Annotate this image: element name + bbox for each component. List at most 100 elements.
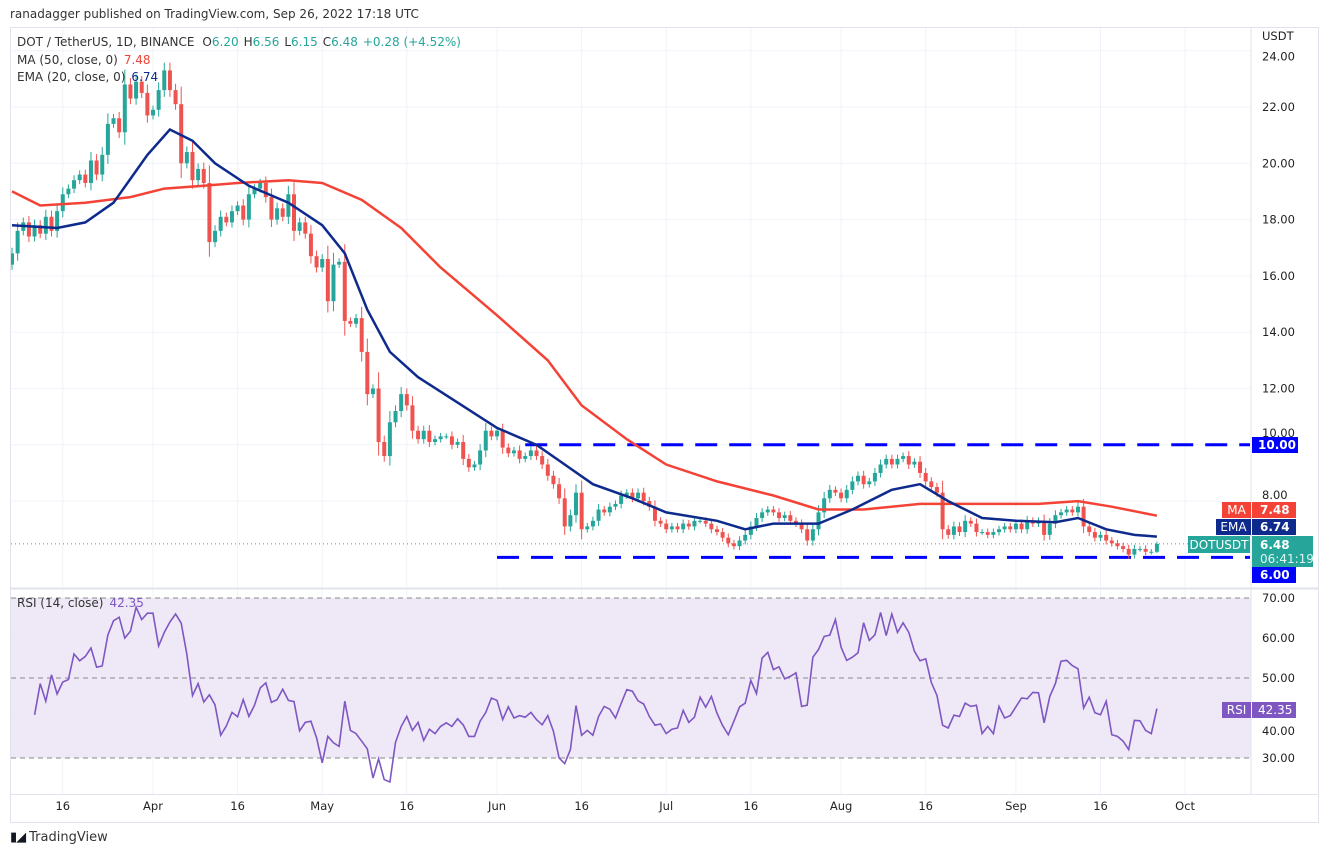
candle (669, 522, 674, 533)
candle-body (1064, 509, 1069, 513)
candle (980, 529, 985, 535)
candle-body (303, 222, 308, 234)
candle-body (895, 458, 900, 465)
candle (528, 446, 533, 461)
candle-body (793, 520, 798, 524)
candle-body (1053, 515, 1058, 524)
candle (246, 185, 251, 228)
candle-body (111, 118, 116, 124)
candle-body (1042, 520, 1047, 535)
candle (658, 517, 663, 527)
candle-body (179, 104, 184, 164)
tradingview-logo-icon[interactable]: ▮◢ (10, 830, 26, 845)
candle (895, 454, 900, 469)
footer-brand[interactable]: TradingView (29, 830, 108, 845)
rsi-line (33, 604, 1158, 784)
candle-body (703, 520, 708, 524)
candle-body (844, 489, 849, 499)
candle-body (365, 351, 370, 395)
candle (128, 78, 133, 105)
candle-body (867, 481, 872, 485)
rsi-axis[interactable]: 70.00 60.00 50.00 40.00 30.00 (1262, 591, 1295, 765)
candle (810, 523, 815, 546)
candle (748, 521, 753, 540)
candle-body (370, 388, 375, 395)
candle (511, 446, 516, 457)
candle-body (545, 464, 550, 476)
candle-body (387, 422, 392, 457)
candle (720, 527, 725, 542)
candle-body (83, 174, 88, 184)
candle (686, 520, 691, 530)
candle-body (782, 515, 787, 518)
candle (83, 169, 88, 188)
ema-badge-value: 6.74 (1260, 520, 1290, 534)
candle (472, 460, 477, 471)
candle-body (726, 537, 731, 544)
candle (647, 496, 652, 511)
candle (1126, 544, 1131, 559)
candle (207, 165, 212, 257)
price-axis[interactable]: 24.00 22.00 20.00 18.00 16.00 14.00 12.00 10.00… (1262, 50, 1295, 502)
candle (850, 476, 855, 495)
candle-body (681, 523, 686, 530)
candle-body (382, 441, 387, 457)
rsi-tick-label: 30.00 (1262, 751, 1295, 765)
bar-countdown: 06:41:19 (1260, 552, 1314, 566)
candle-body (619, 495, 624, 504)
candle (579, 480, 584, 540)
candle-body (1087, 526, 1092, 533)
candle (596, 503, 601, 526)
legend-rsi[interactable]: RSI (14, close) 42.35 (17, 596, 144, 610)
candle-body (88, 160, 93, 184)
candle (359, 306, 364, 362)
candle-body (1081, 506, 1086, 527)
candle-body (1132, 548, 1137, 555)
price-badge-value: 6.48 (1260, 538, 1290, 552)
time-axis[interactable]: 16 Apr 16 May 16 Jun 16 Jul 16 Aug 16 Sep 16 Oct (55, 799, 1195, 813)
candle (1087, 522, 1092, 537)
candle (1121, 542, 1126, 553)
ma-badge: MA 7.48 (1222, 502, 1296, 518)
candle-body (980, 532, 985, 534)
candle (1059, 508, 1064, 519)
time-tick-label: 16 (399, 799, 414, 813)
candle-body (585, 526, 590, 530)
candle-body (517, 450, 522, 459)
candle (844, 484, 849, 503)
candle (1132, 544, 1137, 559)
candle-body (692, 520, 697, 527)
candle-body (421, 430, 426, 440)
candle-body (190, 152, 195, 181)
candle-body (1121, 546, 1126, 549)
candle (162, 62, 167, 97)
candle (196, 163, 201, 186)
candle (184, 146, 189, 169)
price-tick-label: 20.00 (1262, 156, 1295, 170)
candle-body (331, 264, 336, 302)
candle-body (636, 492, 641, 499)
candle-body (799, 523, 804, 530)
candle (399, 387, 404, 418)
candle (974, 518, 979, 537)
candle-body (856, 475, 860, 482)
candle (822, 491, 827, 518)
candle-body (720, 532, 725, 538)
candle-body (77, 174, 82, 181)
candle-body (715, 529, 719, 533)
rsi-badge-value: 42.35 (1258, 703, 1292, 717)
candle (111, 114, 116, 128)
candle (557, 477, 562, 504)
candles (10, 62, 1159, 559)
candle (884, 454, 889, 469)
candle-body (427, 430, 432, 442)
legend-ma[interactable]: MA (50, close, 0) 7.48 (17, 53, 151, 67)
candle-body (495, 430, 500, 437)
candle-body (444, 436, 449, 438)
candle-body (15, 230, 20, 254)
candle (613, 500, 618, 511)
legend-ema[interactable]: EMA (20, close, 0) 6.74 (17, 70, 158, 84)
candle (461, 434, 466, 466)
candle (692, 516, 697, 531)
